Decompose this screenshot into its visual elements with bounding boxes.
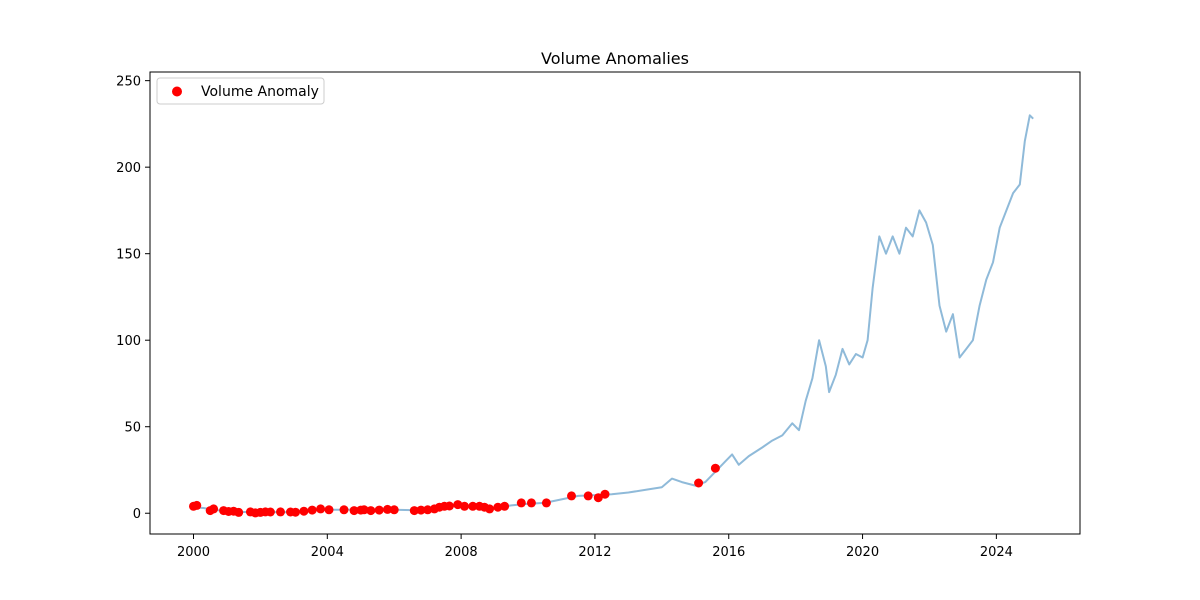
plot-frame [149, 71, 1081, 535]
anomaly-point [460, 501, 469, 511]
anomaly-point [192, 500, 202, 510]
anomaly-point [316, 504, 326, 514]
plot-content [189, 114, 1034, 518]
anomaly-point [493, 502, 503, 512]
anomaly-point [444, 501, 454, 511]
anomaly-point [276, 507, 285, 517]
anomaly-point [567, 491, 576, 501]
anomaly-point [694, 478, 704, 488]
anomaly-point [299, 506, 309, 516]
chart-title: Volume Anomalies [541, 49, 689, 68]
anomaly-point [324, 505, 334, 515]
anomaly-point [416, 505, 426, 515]
anomaly-point [307, 505, 317, 515]
anomaly-point [710, 463, 720, 473]
anomaly-point [291, 507, 300, 517]
anomaly-point [500, 501, 510, 511]
x-tick-label: 2020 [846, 545, 879, 560]
anomaly-point [359, 505, 369, 515]
y-tick-label: 100 [116, 334, 141, 349]
legend-marker-volume-anomaly [172, 86, 182, 97]
x-tick-label: 2016 [712, 545, 745, 560]
anomaly-point [349, 506, 359, 516]
anomaly-point [389, 505, 399, 515]
anomaly-point [366, 506, 376, 516]
x-tick-label: 2008 [445, 545, 478, 560]
anomaly-point [374, 505, 384, 515]
x-tick-label: 2000 [177, 545, 210, 560]
anomaly-point [600, 489, 610, 499]
y-axis: 0 50 100 150 200 250 [116, 75, 150, 522]
anomaly-point [468, 501, 478, 511]
y-tick-label: 200 [116, 161, 141, 176]
anomaly-point [383, 504, 392, 514]
legend-box [156, 77, 325, 105]
anomaly-point [526, 498, 536, 508]
anomaly-point [209, 504, 219, 514]
anomaly-point [593, 493, 603, 503]
anomaly-point [234, 507, 244, 517]
y-tick-label: 150 [116, 248, 141, 263]
x-tick-label: 2012 [578, 545, 611, 560]
y-tick-label: 50 [124, 421, 141, 436]
anomaly-point [409, 506, 419, 516]
anomaly-point [265, 507, 275, 517]
anomaly-point [339, 505, 349, 515]
plot-area [150, 72, 1080, 534]
anomaly-point [541, 498, 551, 508]
x-axis: 2000 2004 2008 2012 2016 2020 2024 [177, 534, 1013, 560]
anomaly-point [516, 498, 526, 508]
y-tick-label: 0 [133, 507, 141, 522]
anomaly-point [583, 491, 593, 501]
x-tick-label: 2024 [980, 545, 1013, 560]
anomaly-point [423, 505, 433, 515]
x-tick-label: 2004 [311, 545, 344, 560]
legend: Volume Anomaly [156, 77, 325, 105]
anomaly-point [485, 504, 495, 514]
anomaly-scatter-layer [189, 463, 720, 518]
legend-label-volume-anomaly: Volume Anomaly [201, 84, 319, 100]
y-tick-label: 250 [116, 75, 141, 90]
